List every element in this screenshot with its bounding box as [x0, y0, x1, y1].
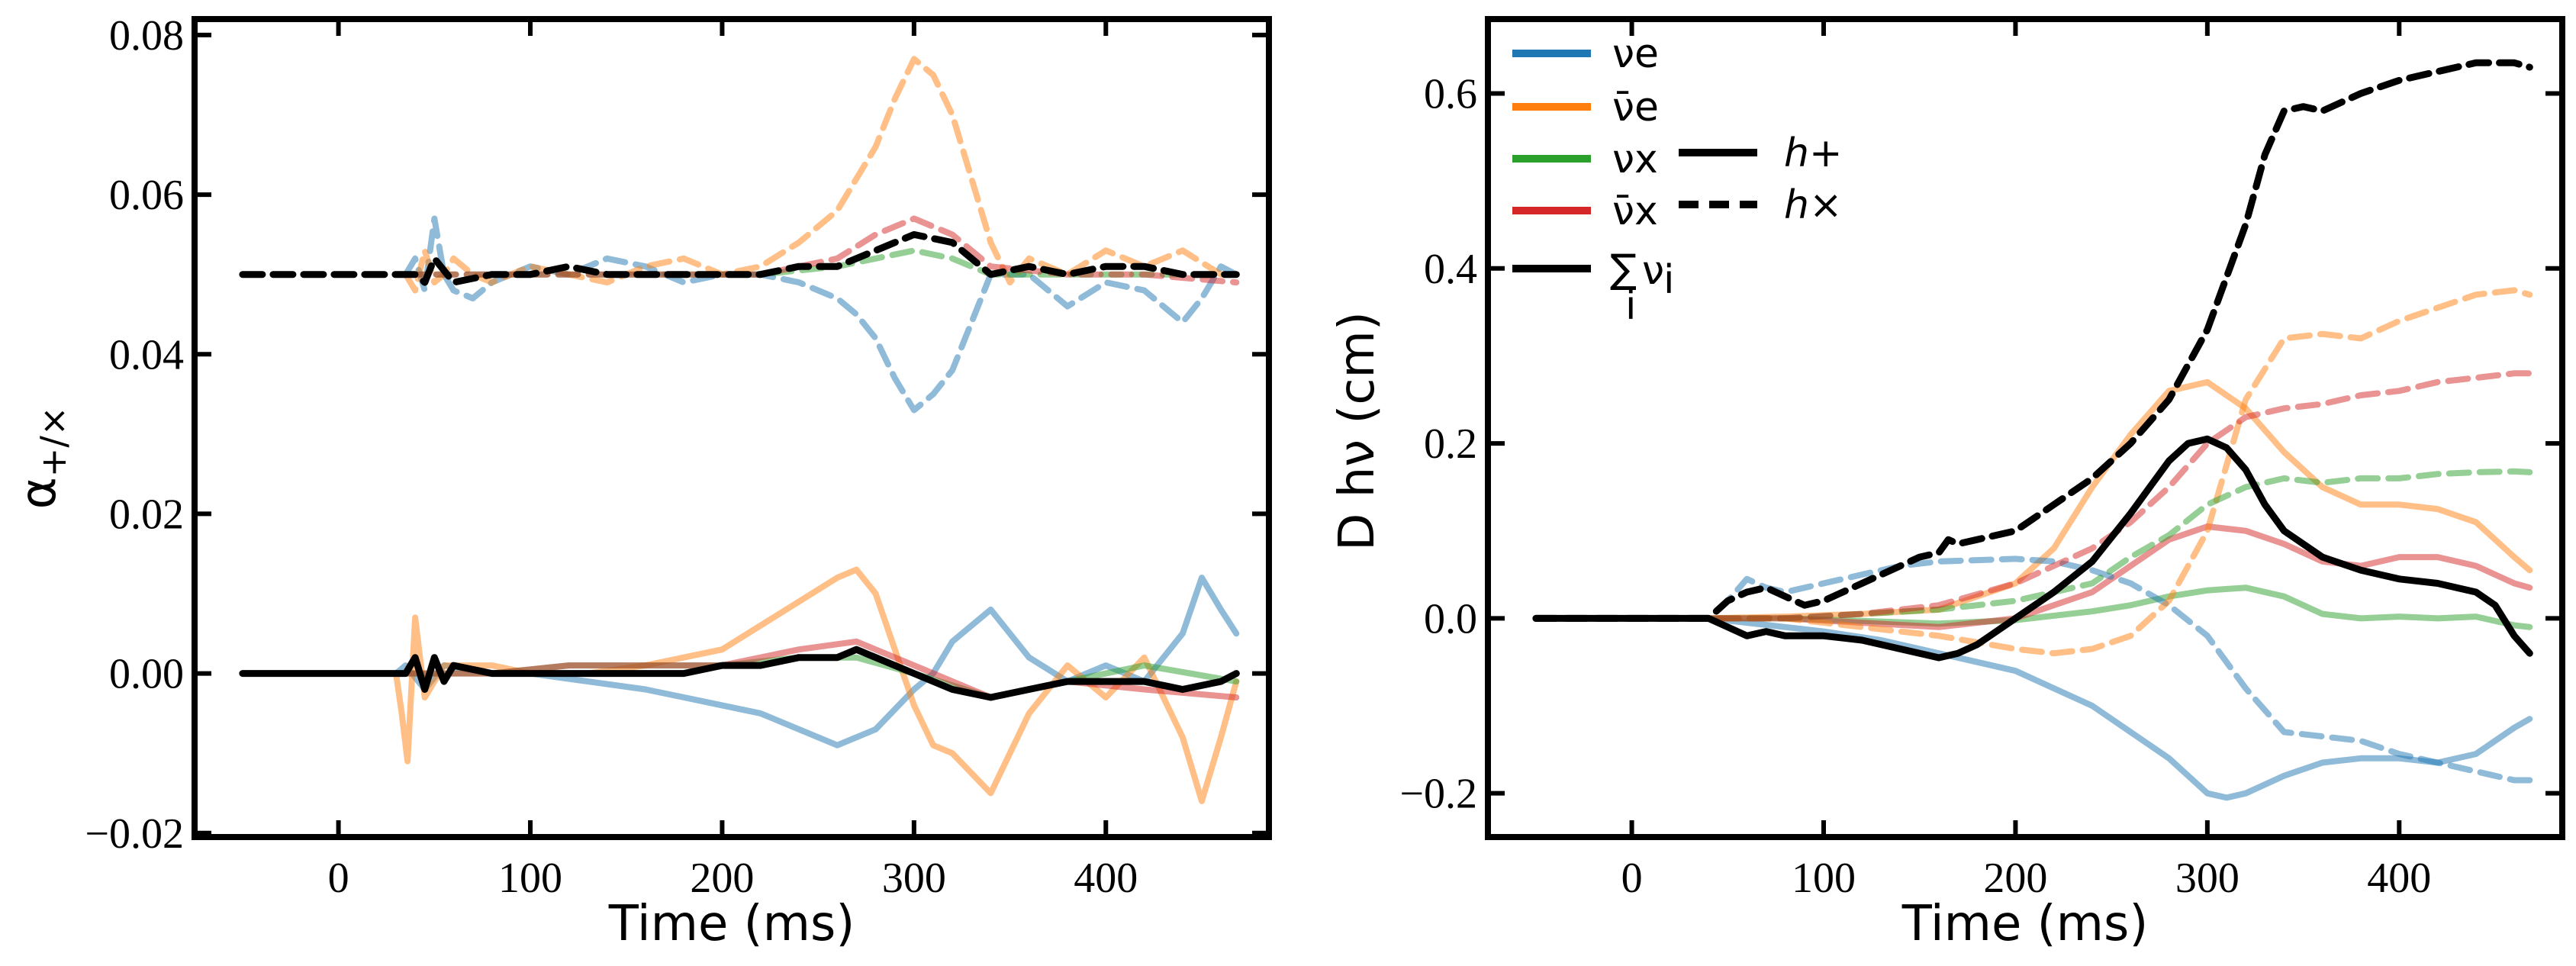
right-xtick-label: 0 — [1621, 855, 1643, 902]
legend-label-sum: ∑ ν i i — [1610, 246, 1674, 329]
right-series-νe-h+ — [1532, 615, 2533, 801]
right-series-νx-h× — [1532, 468, 2533, 622]
left-panel: 0 100 200 300 400 −0.02 0.00 0.02 0.04 0.06 0.08 T… — [11, 12, 1272, 952]
right-series-νe-h× — [1532, 555, 2533, 784]
left-xtick-label: 300 — [882, 855, 946, 902]
right-ytick-label: 0.0 — [1424, 595, 1477, 642]
legend-sum-nu: ν — [1642, 248, 1664, 294]
legend-sum-symbol: ∑ — [1610, 246, 1637, 292]
left-series-ν̄x-h+ — [239, 638, 1240, 700]
right-series-ν̄e-h× — [1532, 287, 2533, 657]
left-ytick-label: −0.02 — [85, 810, 184, 858]
legend-label-nu-e: νe — [1612, 31, 1659, 77]
right-series-ν̄x-h× — [1532, 370, 2533, 622]
left-y-axis-label: α+/× — [11, 407, 74, 510]
left-series-ν̄e-h× — [402, 56, 1240, 294]
left-xtick-label: 400 — [1074, 855, 1138, 902]
right-series-group — [1532, 59, 2533, 801]
left-series-group — [239, 56, 1240, 804]
left-series-Σνi-h+ — [239, 646, 1240, 701]
legend: νe ν̄e νx ν̄x ∑ ν i i h+ h× — [1512, 31, 1843, 329]
right-plot-frame — [1485, 16, 2565, 840]
left-ytick-label: 0.04 — [109, 331, 184, 378]
right-x-axis-label: Time (ms) — [1901, 896, 2149, 952]
legend-label-h-plus: h+ — [1784, 130, 1843, 176]
left-plot-frame — [192, 16, 1272, 840]
left-ytick-label: 0.00 — [109, 651, 184, 698]
left-ytick-label: 0.08 — [109, 12, 184, 60]
left-y-axis-label-sub: +/× — [33, 407, 74, 478]
right-ytick-label: −0.2 — [1399, 771, 1477, 818]
right-xtick-label: 300 — [2175, 855, 2240, 902]
left-series-Σνi-h× — [239, 230, 1240, 286]
right-xtick-label: 200 — [1983, 855, 2047, 902]
right-xtick-label: 100 — [1792, 855, 1856, 902]
right-ticks-group: 0 100 200 300 400 −0.2 0.0 0.2 0.4 0.6 — [1399, 19, 2562, 902]
right-series-Σνi-h+ — [1532, 435, 2533, 662]
left-ytick-label: 0.06 — [109, 172, 184, 219]
left-xtick-label: 100 — [498, 855, 562, 902]
legend-sum-sub: i — [1663, 257, 1674, 303]
right-ytick-label: 0.6 — [1424, 70, 1477, 118]
right-series-ν̄e-h+ — [1532, 378, 2533, 622]
left-xtick-label: 200 — [690, 855, 754, 902]
legend-sum-under: i — [1625, 283, 1636, 329]
right-ytick-label: 0.4 — [1424, 246, 1477, 293]
left-series-νe-h× — [402, 215, 1240, 414]
legend-label-nu-x: νx — [1612, 137, 1658, 182]
right-panel: 0 100 200 300 400−0.20.00.20.40.6 Time (ms) … — [1329, 16, 2565, 952]
legend-label-nubar-e: ν̄e — [1612, 85, 1659, 130]
left-xtick-label: 0 — [328, 855, 349, 902]
right-series-Σνi-h× — [1532, 59, 2533, 622]
legend-label-h-cross: h× — [1784, 182, 1843, 228]
right-y-axis-label: D hν (cm) — [1329, 311, 1386, 551]
left-ticks-group: 0 100 200 300 400 −0.02 0.00 0.02 0.04 0.06 0.08 — [85, 12, 1269, 902]
legend-label-nubar-x: ν̄x — [1612, 188, 1658, 234]
right-xtick-label: 400 — [2367, 855, 2431, 902]
left-y-axis-label-main: α — [11, 477, 67, 509]
right-ytick-label: 0.2 — [1424, 420, 1477, 468]
left-ytick-label: 0.02 — [109, 491, 184, 538]
left-x-axis-label: Time (ms) — [608, 896, 855, 952]
